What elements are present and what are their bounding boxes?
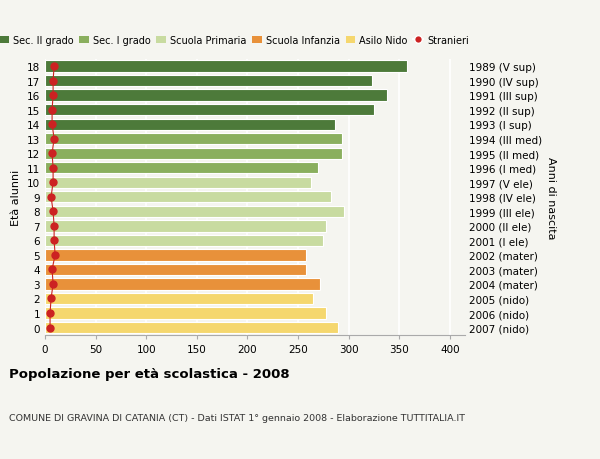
Bar [45,235,323,246]
Bar [45,322,338,334]
Bar [45,76,372,87]
Bar [45,250,306,261]
Legend: Sec. II grado, Sec. I grado, Scuola Primaria, Scuola Infanzia, Asilo Nido, Stran: Sec. II grado, Sec. I grado, Scuola Prim… [0,32,473,49]
Bar [45,264,306,275]
Bar [45,279,320,290]
Bar [45,163,318,174]
Bar [45,134,341,145]
Bar [45,177,311,189]
Bar [45,293,313,304]
Bar [45,105,374,116]
Y-axis label: Anni di nascita: Anni di nascita [546,156,556,239]
Bar [45,221,326,232]
Text: COMUNE DI GRAVINA DI CATANIA (CT) - Dati ISTAT 1° gennaio 2008 - Elaborazione TU: COMUNE DI GRAVINA DI CATANIA (CT) - Dati… [9,413,465,422]
Y-axis label: Età alunni: Età alunni [11,169,22,225]
Text: Popolazione per età scolastica - 2008: Popolazione per età scolastica - 2008 [9,367,290,380]
Bar [45,206,344,218]
Bar [45,148,341,160]
Bar [45,90,387,101]
Bar [45,119,335,130]
Bar [45,192,331,203]
Bar [45,61,407,73]
Bar [45,308,326,319]
